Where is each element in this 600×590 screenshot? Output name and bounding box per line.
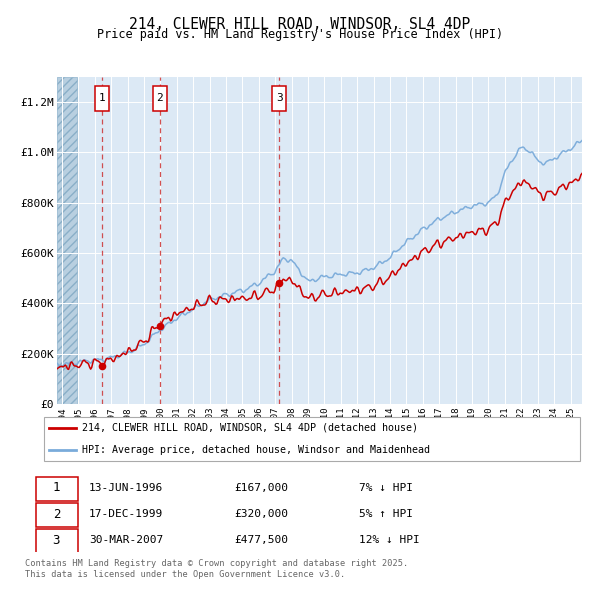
Text: 7% ↓ HPI: 7% ↓ HPI — [359, 483, 413, 493]
Text: This data is licensed under the Open Government Licence v3.0.: This data is licensed under the Open Gov… — [25, 570, 346, 579]
Text: £167,000: £167,000 — [234, 483, 288, 493]
Text: 1: 1 — [53, 481, 60, 494]
Text: 5% ↑ HPI: 5% ↑ HPI — [359, 509, 413, 519]
Text: 2: 2 — [157, 93, 163, 103]
Text: 2: 2 — [53, 508, 60, 521]
Text: £477,500: £477,500 — [234, 536, 288, 546]
FancyBboxPatch shape — [44, 417, 580, 461]
FancyBboxPatch shape — [153, 86, 167, 111]
FancyBboxPatch shape — [272, 86, 286, 111]
Text: 12% ↓ HPI: 12% ↓ HPI — [359, 536, 420, 546]
FancyBboxPatch shape — [36, 503, 77, 527]
Text: 30-MAR-2007: 30-MAR-2007 — [89, 536, 163, 546]
FancyBboxPatch shape — [95, 86, 109, 111]
Text: Price paid vs. HM Land Registry's House Price Index (HPI): Price paid vs. HM Land Registry's House … — [97, 28, 503, 41]
Text: 13-JUN-1996: 13-JUN-1996 — [89, 483, 163, 493]
FancyBboxPatch shape — [36, 477, 77, 501]
Text: Contains HM Land Registry data © Crown copyright and database right 2025.: Contains HM Land Registry data © Crown c… — [25, 559, 409, 568]
Text: 3: 3 — [53, 534, 60, 547]
Text: HPI: Average price, detached house, Windsor and Maidenhead: HPI: Average price, detached house, Wind… — [82, 445, 430, 455]
Text: 3: 3 — [276, 93, 283, 103]
Text: 214, CLEWER HILL ROAD, WINDSOR, SL4 4DP: 214, CLEWER HILL ROAD, WINDSOR, SL4 4DP — [130, 17, 470, 31]
FancyBboxPatch shape — [36, 529, 77, 553]
Text: 17-DEC-1999: 17-DEC-1999 — [89, 509, 163, 519]
Text: £320,000: £320,000 — [234, 509, 288, 519]
Text: 214, CLEWER HILL ROAD, WINDSOR, SL4 4DP (detached house): 214, CLEWER HILL ROAD, WINDSOR, SL4 4DP … — [82, 423, 418, 433]
Text: 1: 1 — [99, 93, 106, 103]
